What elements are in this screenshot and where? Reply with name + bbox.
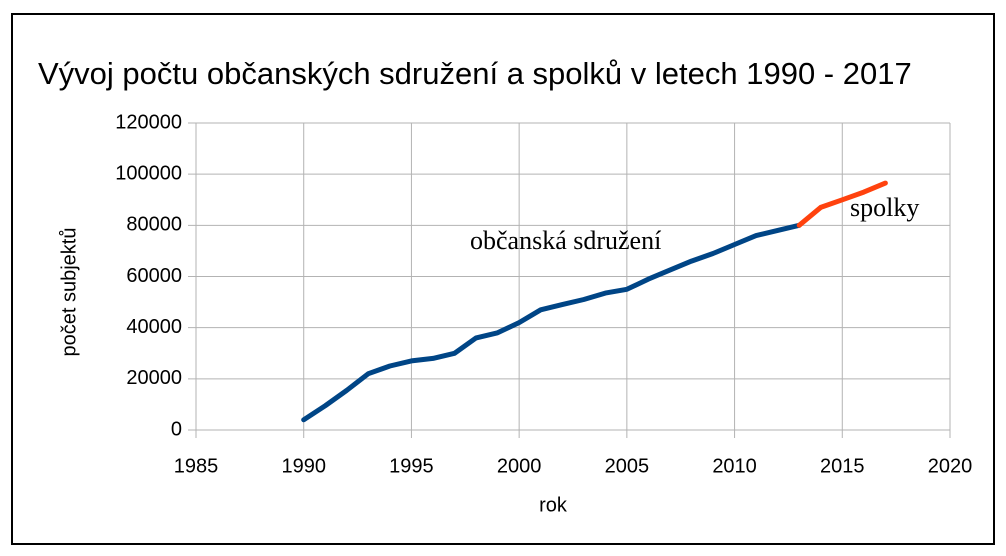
y-tick-label: 20000 [126,367,182,389]
series-label: spolky [850,193,919,222]
chart-title: Vývoj počtu občanských sdružení a spolků… [38,56,912,91]
x-tick-label: 2005 [605,455,650,477]
x-tick-label: 2020 [928,455,973,477]
series-label: občanská sdružení [470,226,661,255]
y-tick-label: 40000 [126,316,182,338]
series-line [796,180,888,228]
x-tick-label: 1995 [389,455,434,477]
x-tick-label: 2010 [712,455,757,477]
y-tick-label: 60000 [126,265,182,287]
series-line [301,222,802,423]
chart-border [11,13,995,545]
x-axis-label: rok [539,494,568,516]
y-axis-label: počet subjektů [58,228,80,357]
y-tick-label: 0 [171,418,182,440]
x-tick-label: 1990 [281,455,326,477]
x-tick-label: 2015 [820,455,865,477]
y-tick-label: 100000 [115,162,182,184]
y-tick-label: 120000 [115,111,182,133]
x-tick-label: 2000 [497,455,542,477]
x-tick-label: 1985 [174,455,219,477]
y-tick-label: 80000 [126,214,182,236]
